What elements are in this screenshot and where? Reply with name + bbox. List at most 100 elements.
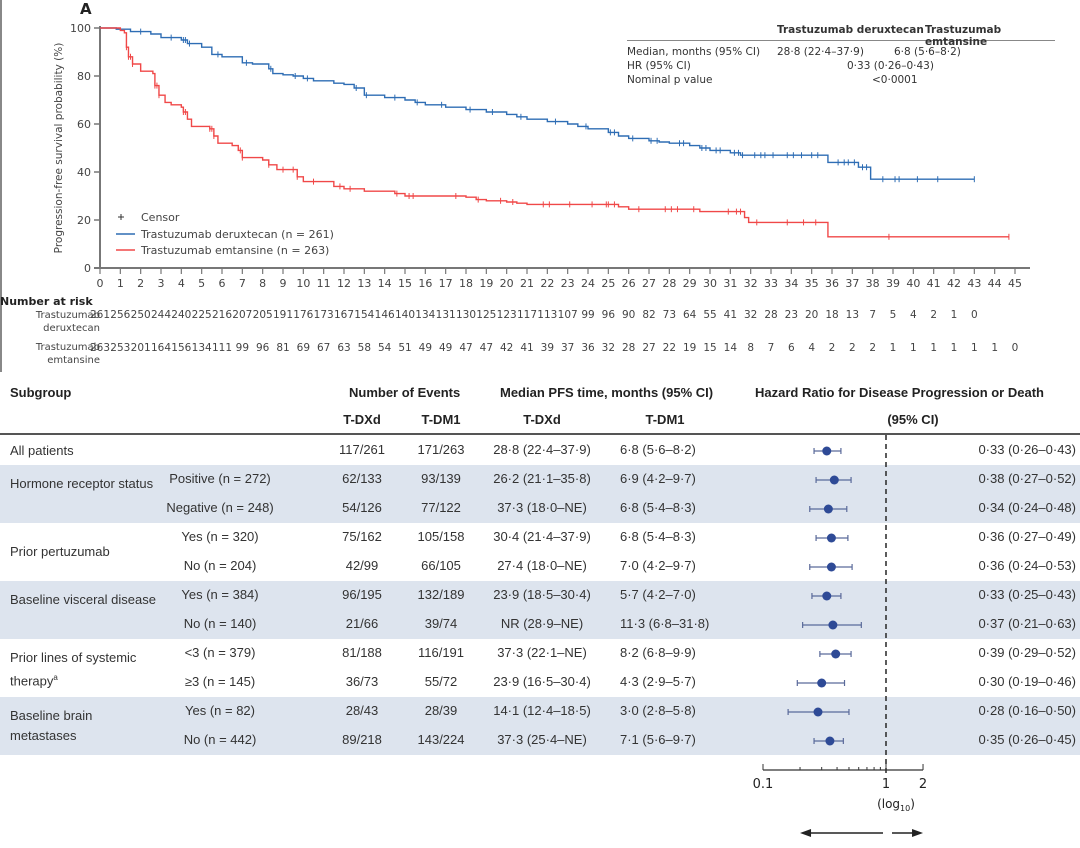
x-tick-label: 11 xyxy=(317,277,331,290)
x-tick-label: 3 xyxy=(158,277,165,290)
x-tick-label: 9 xyxy=(280,277,287,290)
x-tick-label: 1 xyxy=(117,277,124,290)
risk-value: 14 xyxy=(723,342,738,354)
hr-point xyxy=(831,649,841,659)
x-tick-label: 13 xyxy=(357,277,371,290)
x-tick-label: 20 xyxy=(500,277,514,290)
median-tdxd: 37·3 (18·0–NE) xyxy=(497,500,587,515)
number-at-risk-title: Number at risk xyxy=(0,295,93,308)
events-tdm1: 93/139 xyxy=(421,471,461,486)
stats-value-hr: 0·33 (0·26–0·43) xyxy=(847,60,934,72)
median-tdm1: 3·0 (2·8–5·8) xyxy=(620,703,696,718)
events-tdxd: 117/261 xyxy=(338,442,386,457)
x-tick-label: 23 xyxy=(561,277,575,290)
risk-value: 0 xyxy=(970,309,978,321)
hr-text: 0·34 (0·24–0·48) xyxy=(978,500,1076,515)
risk-value: 55 xyxy=(703,309,717,321)
stats-row-hr: HR (95% CI) 0·33 (0·26–0·43) xyxy=(627,58,1055,72)
forest-x-tick-label: 1 xyxy=(882,777,890,792)
risk-value: 32 xyxy=(743,309,758,321)
risk-value: 205 xyxy=(252,309,273,321)
events-tdm1: 143/224 xyxy=(417,732,465,747)
risk-value: 0 xyxy=(1011,342,1019,354)
x-tick-label: 29 xyxy=(683,277,697,290)
subgroup-label: Baseline brain metastases xyxy=(10,708,93,743)
subgroup-category: <3 (n = 379) xyxy=(184,645,256,660)
events-tdm1: 28/39 xyxy=(424,703,458,718)
group-band xyxy=(0,697,1080,755)
median-tdm1: 8·2 (6·8–9·9) xyxy=(620,645,696,660)
risk-value: 7 xyxy=(767,342,775,354)
risk-value: 8 xyxy=(747,342,754,354)
x-tick-label: 39 xyxy=(886,277,900,290)
x-tick-label: 22 xyxy=(540,277,554,290)
median-tdm1: 6·8 (5·4–8·3) xyxy=(620,529,696,544)
header-hr-ci: (95% CI) xyxy=(887,412,939,427)
x-tick-label: 18 xyxy=(459,277,473,290)
risk-value: 81 xyxy=(276,342,290,354)
risk-value: 96 xyxy=(601,309,616,321)
forest-plot: 0.112(log10)T-DXd betterT-DM1 better xyxy=(753,435,952,848)
hr-text: 0·37 (0·21–0·63) xyxy=(978,616,1076,631)
risk-label-line: emtansine xyxy=(47,355,100,366)
events-tdm1: 132/189 xyxy=(417,587,465,602)
median-tdm1: 6·9 (4·2–9·7) xyxy=(620,471,696,486)
risk-value: 47 xyxy=(479,342,494,354)
risk-value: 1 xyxy=(930,342,937,354)
risk-value: 36 xyxy=(581,342,595,354)
risk-label-line: Trastuzumab xyxy=(35,310,100,321)
events-tdm1: 116/191 xyxy=(417,645,465,660)
risk-value: 96 xyxy=(255,342,270,354)
risk-value: 167 xyxy=(333,309,355,321)
median-tdm1: 7·0 (4·2–9·7) xyxy=(620,558,696,573)
header-median-tdm1: T-DM1 xyxy=(645,412,685,427)
x-tick-label: 43 xyxy=(967,277,981,290)
hr-point xyxy=(828,620,838,630)
x-tick-label: 35 xyxy=(805,277,819,290)
subgroup-category: Yes (n = 384) xyxy=(181,587,259,602)
events-tdm1: 55/72 xyxy=(424,674,458,689)
risk-value: 123 xyxy=(496,309,517,321)
median-tdm1: 7·1 (5·6–9·7) xyxy=(620,732,696,747)
risk-value: 216 xyxy=(211,309,233,321)
events-tdm1: 66/105 xyxy=(421,558,461,573)
risk-value: 125 xyxy=(476,309,497,321)
risk-value: 176 xyxy=(293,309,314,321)
x-tick-label: 34 xyxy=(784,277,798,290)
header-events: Number of Events xyxy=(349,385,461,400)
median-tdxd: 28·8 (22·4–37·9) xyxy=(493,442,591,457)
stats-header: Trastuzumab deruxtecan Trastuzumab emtan… xyxy=(627,24,1055,48)
x-tick-label: 2 xyxy=(137,277,144,290)
events-tdxd: 36/73 xyxy=(345,674,379,689)
risk-value: 54 xyxy=(377,342,392,354)
risk-label-line: deruxtecan xyxy=(43,323,100,334)
risk-value: 28 xyxy=(621,342,636,354)
risk-value: 2 xyxy=(848,342,856,354)
risk-value: 131 xyxy=(435,309,456,321)
x-tick-label: 0 xyxy=(97,277,104,290)
subgroup-category: Positive (n = 272) xyxy=(169,471,271,486)
risk-value: 240 xyxy=(171,309,192,321)
risk-value: 41 xyxy=(723,309,738,321)
risk-value: 51 xyxy=(398,342,412,354)
risk-value: 47 xyxy=(459,342,473,354)
risk-value: 191 xyxy=(272,309,294,321)
hr-point xyxy=(825,736,835,746)
risk-value: 37 xyxy=(560,342,575,354)
stats-value-tdm1: 6·8 (5·6–8·2) xyxy=(894,46,961,58)
x-tick-label: 30 xyxy=(703,277,717,290)
risk-value: 63 xyxy=(337,342,351,354)
x-tick-label: 24 xyxy=(581,277,595,290)
hr-point xyxy=(817,678,827,688)
median-tdm1: 4·3 (2·9–5·7) xyxy=(620,674,696,689)
x-tick-label: 15 xyxy=(398,277,412,290)
risk-value: 1 xyxy=(991,342,998,354)
events-tdxd: 42/99 xyxy=(345,558,379,573)
x-tick-label: 37 xyxy=(845,277,859,290)
stats-row-median: Median, months (95% CI) 28·8 (22·4–37·9)… xyxy=(627,44,1055,58)
header-divider xyxy=(0,433,1080,435)
risk-value: 134 xyxy=(191,342,212,354)
risk-value: 99 xyxy=(235,342,250,354)
median-tdxd: NR (28·9–NE) xyxy=(500,616,584,631)
risk-value: 1 xyxy=(950,342,958,354)
